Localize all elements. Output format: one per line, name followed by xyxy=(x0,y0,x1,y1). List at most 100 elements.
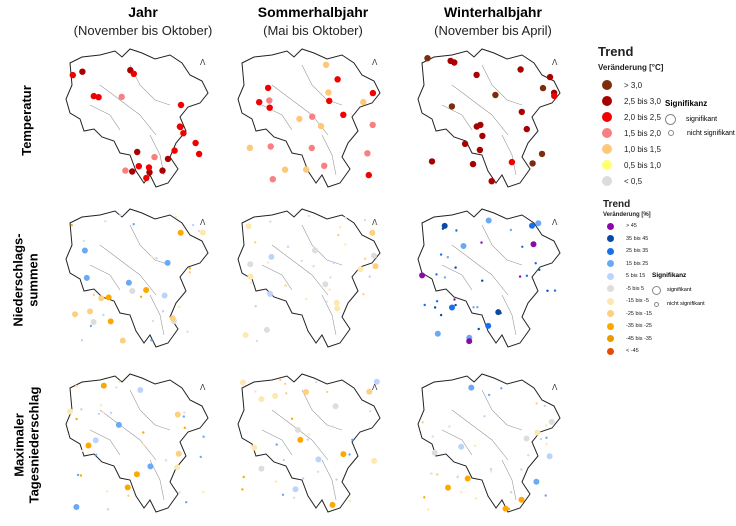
legend-swatch-icon xyxy=(602,112,612,122)
north-arrow-icon: Λ xyxy=(372,383,378,392)
station-dot xyxy=(246,144,254,151)
station-dot xyxy=(455,229,458,232)
station-dot xyxy=(296,115,303,123)
station-dot xyxy=(185,501,188,504)
station-dot xyxy=(119,214,122,217)
station-dot xyxy=(546,453,553,460)
station-dot xyxy=(421,421,424,424)
station-dot xyxy=(242,332,249,339)
station-dot xyxy=(326,97,333,105)
station-dot xyxy=(150,255,153,258)
station-dot xyxy=(161,310,165,313)
station-dot xyxy=(523,125,530,133)
station-dot xyxy=(94,453,98,456)
station-dot xyxy=(106,490,109,493)
river-lines xyxy=(441,224,523,336)
station-dot xyxy=(460,491,463,494)
station-dot xyxy=(174,411,181,418)
column-header-year: Jahr (November bis Oktober) xyxy=(58,4,228,38)
station-dot xyxy=(335,478,338,481)
legend-item: -15 bis -5 xyxy=(603,295,652,308)
legend-item: -25 bis -15 xyxy=(603,308,652,321)
station-dot xyxy=(155,257,158,260)
station-dot xyxy=(258,396,265,403)
station-dot xyxy=(279,378,282,382)
station-dot xyxy=(325,390,329,394)
station-dot xyxy=(329,501,336,508)
river-lines xyxy=(261,64,343,176)
station-dot xyxy=(240,379,246,386)
legend-swatch-icon xyxy=(602,96,612,106)
north-arrow-icon: Λ xyxy=(372,58,378,67)
station-dot xyxy=(133,471,140,478)
legend-title: Trend xyxy=(603,199,631,210)
row-label-temperature: Temperatur xyxy=(18,84,34,156)
station-dot xyxy=(362,293,365,296)
map-panel: Λ xyxy=(237,373,381,513)
station-dot xyxy=(142,431,145,434)
station-dot xyxy=(75,417,78,421)
station-dot xyxy=(308,144,315,152)
station-dot xyxy=(439,313,443,317)
station-dot xyxy=(334,305,341,312)
station-dot xyxy=(364,150,371,157)
station-dot xyxy=(188,271,192,274)
legend-swatch-icon xyxy=(607,247,614,255)
north-arrow-icon: Λ xyxy=(200,58,206,67)
station-dot xyxy=(177,123,184,131)
station-dot xyxy=(134,148,141,156)
legend-item: -45 bis -35 xyxy=(603,333,652,346)
legend-item: < -45 xyxy=(603,345,652,358)
legend-label: > 45 xyxy=(626,223,637,230)
river-lines xyxy=(441,389,523,501)
station-dot xyxy=(340,451,347,458)
station-dot xyxy=(545,442,548,446)
legend-swatch-icon xyxy=(607,260,614,268)
station-dot xyxy=(453,298,456,301)
station-dot xyxy=(282,458,285,462)
station-dot xyxy=(274,480,278,483)
station-dot xyxy=(132,223,135,226)
column-header-summer: Sommerhalbjahr (Mai bis Oktober) xyxy=(228,4,398,38)
station-dot xyxy=(538,150,546,158)
station-dot xyxy=(344,216,347,219)
station-dot xyxy=(115,386,118,389)
station-dot xyxy=(188,267,191,270)
station-dot xyxy=(344,243,347,246)
not-significant-circle-icon xyxy=(654,301,659,307)
station-dot xyxy=(83,274,90,281)
station-dot xyxy=(192,139,199,147)
station-dot xyxy=(142,443,145,446)
station-dot xyxy=(510,491,513,494)
legend-label: 1,0 bis 1,5 xyxy=(624,144,661,154)
station-dot xyxy=(485,322,492,329)
station-dot xyxy=(328,288,331,291)
legend-item: -35 bis -25 xyxy=(603,320,652,333)
station-dot xyxy=(473,444,477,447)
station-dot xyxy=(448,103,456,110)
station-dot xyxy=(290,417,294,420)
column-subtitle: (November bis Oktober) xyxy=(73,23,213,38)
map-panel: Λ xyxy=(417,208,561,348)
station-dot xyxy=(366,388,373,395)
station-dot xyxy=(130,70,137,77)
legend-label: < -45 xyxy=(626,348,639,355)
legend-swatch-icon xyxy=(602,160,612,170)
legend-label: 35 bis 45 xyxy=(626,235,649,242)
station-dot xyxy=(254,305,257,308)
river-lines xyxy=(89,224,171,336)
station-dot xyxy=(281,166,289,173)
station-dot xyxy=(135,163,142,170)
station-dot xyxy=(322,281,329,288)
legend-label: -45 bis -35 xyxy=(626,335,652,342)
station-dot xyxy=(102,313,105,317)
station-dot xyxy=(125,279,132,286)
station-dot xyxy=(321,162,328,169)
station-dot xyxy=(315,381,318,384)
station-dot xyxy=(372,263,379,270)
map-panel: Λ xyxy=(65,48,209,188)
station-dot xyxy=(258,465,265,472)
station-dot xyxy=(183,426,186,429)
station-dot xyxy=(351,438,354,441)
station-dot xyxy=(474,497,478,500)
